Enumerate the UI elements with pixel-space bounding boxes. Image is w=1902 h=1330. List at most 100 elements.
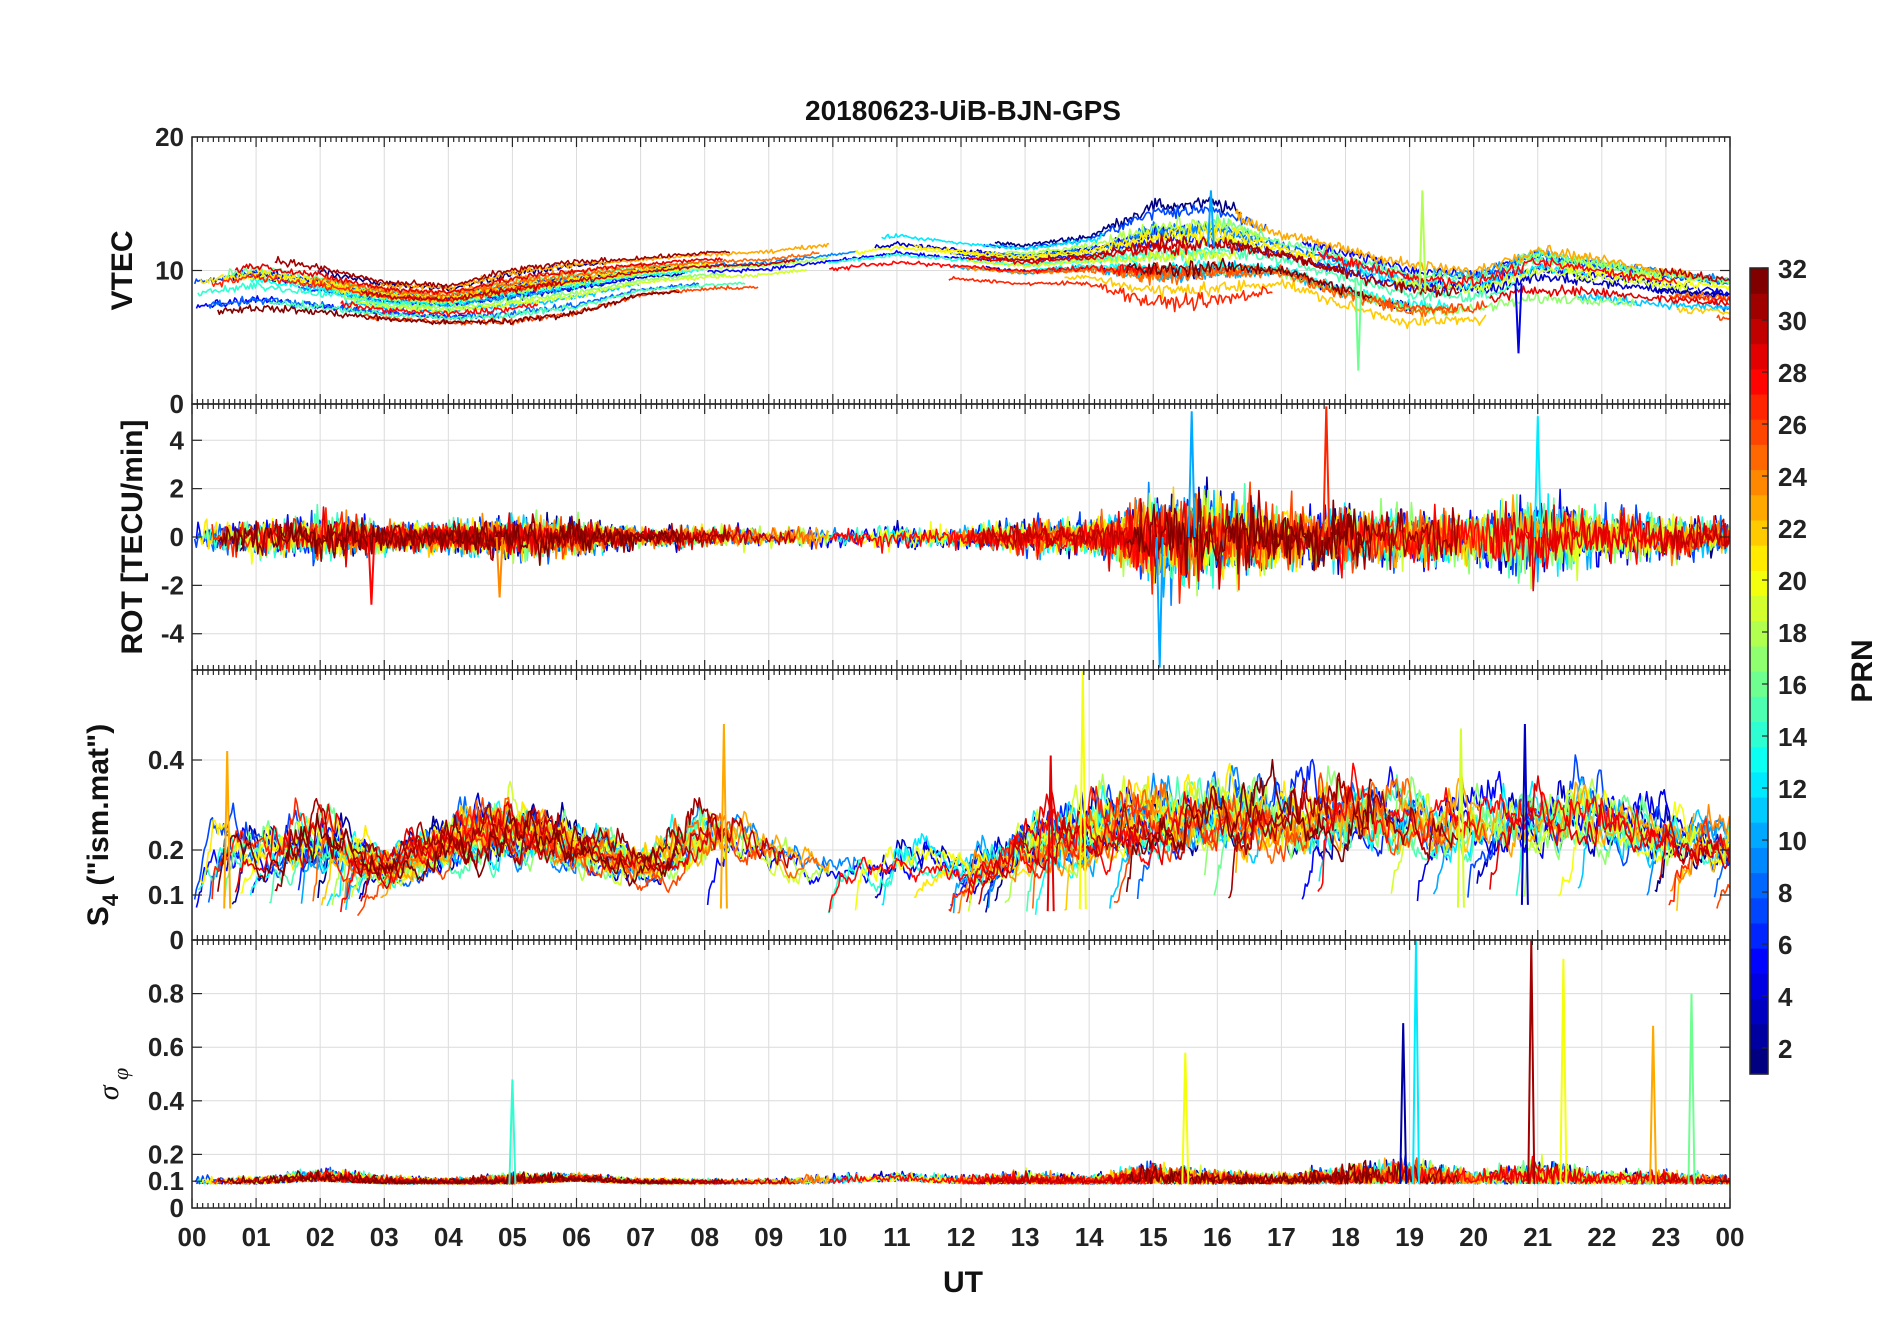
colorbar-segment — [1750, 570, 1768, 597]
y-tick-label: 0.6 — [148, 1032, 184, 1062]
trace-prn-19 — [1390, 267, 1689, 294]
trace-prn-18 — [1004, 215, 1269, 256]
y-axis-label-phi: φ — [108, 1068, 133, 1086]
y-axis-label-rot: ROT [TECU/min] — [116, 420, 149, 655]
trace-prn-26 — [357, 285, 759, 326]
colorbar-tick-label: 12 — [1778, 774, 1807, 804]
peak-spike-prn-20 — [1078, 670, 1087, 910]
trace-prn-7 — [983, 203, 1267, 251]
colorbar-segment — [1750, 545, 1768, 571]
colorbar-segment — [1750, 721, 1768, 748]
x-tick-label: 00 — [178, 1222, 207, 1252]
x-tick-label: 05 — [498, 1222, 527, 1252]
trace-prn-29 — [966, 239, 1189, 265]
trace-prn-32 — [217, 809, 680, 892]
trace-prn-1 — [317, 261, 607, 292]
trace-prn-18 — [331, 256, 830, 305]
trace-prn-32 — [1125, 758, 1373, 893]
trace-prn-20 — [1557, 261, 1730, 291]
x-tick-label: 07 — [626, 1222, 655, 1252]
peak-spike-prn-28 — [367, 536, 376, 605]
trace-prn-23 — [379, 242, 830, 291]
colorbar-segment — [1750, 948, 1768, 974]
y-axis-label-s4: S4 ("ism.mat") — [82, 724, 123, 926]
trace-prn-25 — [1032, 777, 1456, 909]
trace-prn-32 — [217, 1170, 680, 1185]
y-tick-label: 0 — [170, 389, 184, 419]
panel-sigma_phi: 00.10.2 0.4 0.6 0.8 σ φ — [92, 939, 1731, 1223]
peak-spike-prn-14 — [508, 1079, 517, 1184]
y-tick-label: 0.4 — [148, 1086, 185, 1116]
x-tick-label: 04 — [434, 1222, 463, 1252]
peak-spike-prn-31 — [1527, 940, 1536, 1184]
peak-spike-prn-16 — [1354, 278, 1363, 371]
colorbar-label: PRN — [1846, 639, 1879, 702]
peak-spike-prn-29 — [1046, 755, 1055, 912]
trace-prn-24 — [1670, 804, 1730, 892]
colorbar-segment — [1750, 393, 1768, 420]
trace-prn-31 — [1227, 489, 1460, 575]
colorbar-segment — [1750, 419, 1768, 445]
trace-prn-25 — [312, 251, 820, 300]
colorbar-segment — [1750, 1048, 1768, 1075]
colorbar-tick-label: 2 — [1778, 1034, 1792, 1064]
trace-prn-32 — [1126, 1159, 1373, 1185]
y-tick-label: 0.2 — [148, 1139, 184, 1169]
trace-prn-26 — [1716, 314, 1730, 321]
trace-prn-28 — [340, 300, 539, 317]
colorbar-tick-label: 6 — [1778, 930, 1792, 960]
colorbar-tick-label: 22 — [1778, 514, 1807, 544]
trace-prn-11 — [1577, 292, 1730, 311]
colorbar-segment — [1750, 897, 1768, 924]
trace-prn-28 — [828, 1162, 1159, 1185]
trace-prn-30 — [1658, 515, 1730, 551]
trace-prn-19 — [350, 268, 807, 315]
panel-s4: 0 0.1 0.2 0.4 S4 ("ism.mat") — [82, 669, 1731, 955]
trace-prn-12 — [1318, 257, 1591, 291]
colorbar-tick-label: 14 — [1778, 722, 1807, 752]
trace-prn-28 — [829, 260, 1159, 277]
colorbar-segment — [1750, 847, 1768, 874]
trace-prn-19 — [967, 249, 1238, 269]
peak-spike-prn-24 — [495, 536, 504, 598]
colorbar-tick-label: 32 — [1778, 254, 1807, 284]
colorbar-tick-label: 10 — [1778, 826, 1807, 856]
panel-rot-traces — [193, 406, 1730, 668]
colorbar-tick-label: 30 — [1778, 306, 1807, 336]
peak-spike-prn-23 — [719, 723, 728, 909]
x-tick-label: 06 — [562, 1222, 591, 1252]
trace-prn-27 — [948, 275, 1273, 313]
trace-prn-28 — [1317, 249, 1678, 289]
peak-spike-prn-27 — [1322, 406, 1331, 538]
colorbar-segment — [1750, 469, 1768, 496]
trace-prn-17 — [1204, 265, 1636, 317]
peak-spike-prn-3 — [1520, 723, 1529, 905]
peak-spike-prn-23 — [1649, 1025, 1658, 1184]
peak-spike-prn-2 — [1399, 1023, 1408, 1184]
y-tick-label: 10 — [155, 256, 184, 286]
peak-spike-prn-23 — [223, 750, 232, 909]
peak-spike-prn-12 — [1533, 416, 1542, 538]
y-tick-label: 2 — [170, 474, 184, 504]
y-tick-label: 20 — [155, 122, 184, 152]
x-tick-label: 11 — [883, 1222, 911, 1252]
colorbar-segment — [1750, 973, 1768, 1000]
trace-prn-26 — [356, 797, 759, 917]
trace-prn-27 — [948, 785, 1274, 912]
colorbar-segment — [1750, 494, 1768, 521]
trace-prn-21 — [199, 262, 711, 302]
x-tick-label: 15 — [1139, 1222, 1168, 1252]
x-tick-label: 18 — [1331, 1222, 1360, 1252]
peak-spike-prn-10 — [1187, 411, 1196, 538]
trace-prn-30 — [978, 777, 1345, 905]
colorbar-segment — [1750, 771, 1768, 798]
trace-prn-27 — [211, 273, 559, 304]
colorbar-tick-label: 26 — [1778, 410, 1807, 440]
trace-prn-21 — [913, 222, 1321, 263]
trace-prn-28 — [828, 514, 1159, 572]
trace-prn-12 — [881, 233, 1105, 251]
colorbar-segment — [1750, 746, 1768, 773]
y-tick-label: 0.8 — [148, 979, 184, 1009]
colorbar-segment — [1750, 922, 1768, 949]
trace-prn-15 — [269, 281, 746, 322]
